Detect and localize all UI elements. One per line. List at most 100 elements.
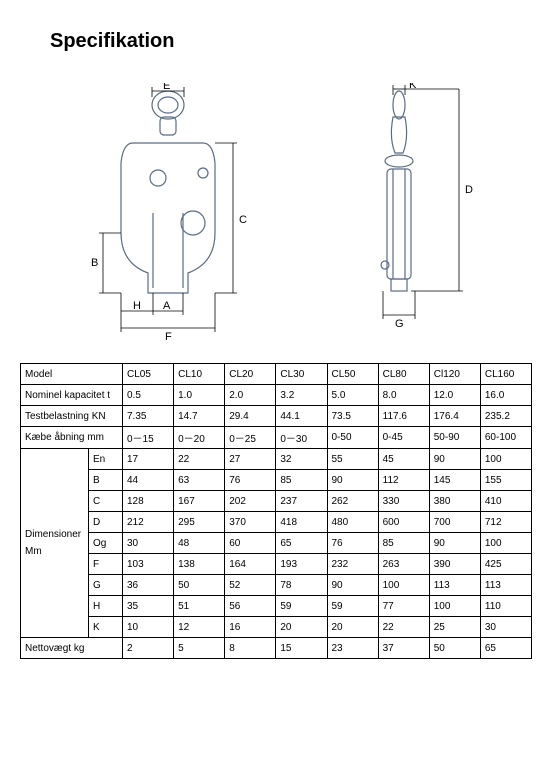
model-header: Cl120 xyxy=(429,364,480,385)
cell: 3.2 xyxy=(276,385,327,406)
cell: 330 xyxy=(378,491,429,512)
cell: 0-45 xyxy=(378,427,429,449)
cell: 90 xyxy=(429,449,480,470)
cell: 5.0 xyxy=(327,385,378,406)
table-row: B4463768590112145155 xyxy=(21,470,532,491)
model-header: CL20 xyxy=(225,364,276,385)
diagram-front: E B C H A F xyxy=(53,83,273,343)
cell: 77 xyxy=(378,596,429,617)
cell: 44 xyxy=(123,470,174,491)
dim-label-k: K xyxy=(409,83,417,91)
model-header: CL30 xyxy=(276,364,327,385)
cell: 65 xyxy=(276,533,327,554)
cell: 1.0 xyxy=(174,385,225,406)
dimension-sublabel: K xyxy=(89,617,123,638)
page: Specifikation xyxy=(0,0,552,783)
cell: 90 xyxy=(429,533,480,554)
cell: 60-100 xyxy=(480,427,531,449)
dimensions-group-label: DimensionerMm xyxy=(21,449,89,638)
dimension-sublabel: C xyxy=(89,491,123,512)
dimension-sublabel: F xyxy=(89,554,123,575)
dimension-sublabel: Og xyxy=(89,533,123,554)
cell: 17 xyxy=(123,449,174,470)
diagram-side: K D G xyxy=(339,83,499,343)
cell: 480 xyxy=(327,512,378,533)
model-header: CL80 xyxy=(378,364,429,385)
cell: 600 xyxy=(378,512,429,533)
dim-label-d: D xyxy=(465,184,473,196)
row-label: Kæbe åbning mm xyxy=(21,427,123,449)
cell: 30 xyxy=(123,533,174,554)
cell: 712 xyxy=(480,512,531,533)
table-row: ModelCL05CL10CL20CL30CL50CL80Cl120CL160 xyxy=(21,364,532,385)
model-header: CL50 xyxy=(327,364,378,385)
dimension-sublabel: G xyxy=(89,575,123,596)
netweight-label: Nettovægt kg xyxy=(21,638,123,659)
model-header: CL160 xyxy=(480,364,531,385)
cell: 193 xyxy=(276,554,327,575)
cell: 45 xyxy=(378,449,429,470)
cell: 263 xyxy=(378,554,429,575)
model-header: CL05 xyxy=(123,364,174,385)
cell: 0-50 xyxy=(327,427,378,449)
cell: 167 xyxy=(174,491,225,512)
dim-label-h: H xyxy=(133,300,141,312)
cell: 55 xyxy=(327,449,378,470)
cell: 202 xyxy=(225,491,276,512)
cell: 2.0 xyxy=(225,385,276,406)
cell: 36 xyxy=(123,575,174,596)
cell: 7.35 xyxy=(123,406,174,427)
cell: 12.0 xyxy=(429,385,480,406)
cell: 73.5 xyxy=(327,406,378,427)
cell: 78 xyxy=(276,575,327,596)
cell: 27 xyxy=(225,449,276,470)
dim-label-a: A xyxy=(163,300,171,312)
cell: 0－20 xyxy=(174,427,225,449)
cell: 52 xyxy=(225,575,276,596)
row-label: Testbelastning KN xyxy=(21,406,123,427)
dim-label-c: C xyxy=(239,214,247,226)
cell: 51 xyxy=(174,596,225,617)
cell: 22 xyxy=(378,617,429,638)
cell: 110 xyxy=(480,596,531,617)
dim-label-b: B xyxy=(91,257,98,269)
cell: 48 xyxy=(174,533,225,554)
dimension-sublabel: B xyxy=(89,470,123,491)
cell: 112 xyxy=(378,470,429,491)
cell: 16.0 xyxy=(480,385,531,406)
cell: 8.0 xyxy=(378,385,429,406)
cell: 0－30 xyxy=(276,427,327,449)
cell: 5 xyxy=(174,638,225,659)
cell: 50 xyxy=(429,638,480,659)
cell: 20 xyxy=(327,617,378,638)
cell: 100 xyxy=(480,449,531,470)
cell: 370 xyxy=(225,512,276,533)
cell: 20 xyxy=(276,617,327,638)
cell: 14.7 xyxy=(174,406,225,427)
cell: 390 xyxy=(429,554,480,575)
cell: 410 xyxy=(480,491,531,512)
cell: 176.4 xyxy=(429,406,480,427)
cell: 113 xyxy=(480,575,531,596)
cell: 50-90 xyxy=(429,427,480,449)
table-row: G3650527890100113113 xyxy=(21,575,532,596)
table-row: Og30486065768590100 xyxy=(21,533,532,554)
cell: 262 xyxy=(327,491,378,512)
table-row: Testbelastning KN7.3514.729.444.173.5117… xyxy=(21,406,532,427)
cell: 85 xyxy=(378,533,429,554)
cell: 90 xyxy=(327,575,378,596)
cell: 155 xyxy=(480,470,531,491)
cell: 0－15 xyxy=(123,427,174,449)
cell: 418 xyxy=(276,512,327,533)
cell: 22 xyxy=(174,449,225,470)
cell: 295 xyxy=(174,512,225,533)
cell: 23 xyxy=(327,638,378,659)
cell: 100 xyxy=(480,533,531,554)
cell: 32 xyxy=(276,449,327,470)
cell: 56 xyxy=(225,596,276,617)
cell: 212 xyxy=(123,512,174,533)
cell: 30 xyxy=(480,617,531,638)
cell: 145 xyxy=(429,470,480,491)
cell: 10 xyxy=(123,617,174,638)
cell: 2 xyxy=(123,638,174,659)
